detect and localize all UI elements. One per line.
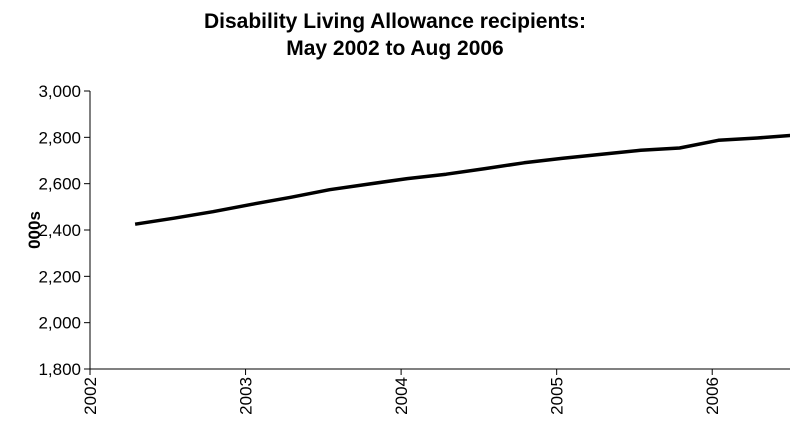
x-tick-label: 2004 [392, 377, 411, 415]
y-tick-label: 2,800 [38, 128, 81, 147]
y-tick-label: 3,000 [38, 82, 81, 101]
chart-title-line-1: Disability Living Allowance recipients: [204, 10, 586, 33]
x-tick-label: 2005 [548, 377, 567, 415]
y-tick-label: 1,800 [38, 360, 81, 379]
y-axis-title: 000s [25, 211, 44, 249]
series-line [134, 133, 790, 226]
y-tick-label: 2,000 [38, 314, 81, 333]
y-tick-label: 2,400 [38, 221, 81, 240]
y-tick-label: 2,200 [38, 267, 81, 286]
chart-title-line-2: May 2002 to Aug 2006 [286, 37, 504, 60]
x-tick-label: 2006 [703, 377, 722, 415]
y-tick-label: 2,600 [38, 175, 81, 194]
x-tick-label: 2002 [81, 377, 100, 415]
x-tick-label: 2003 [237, 377, 256, 415]
